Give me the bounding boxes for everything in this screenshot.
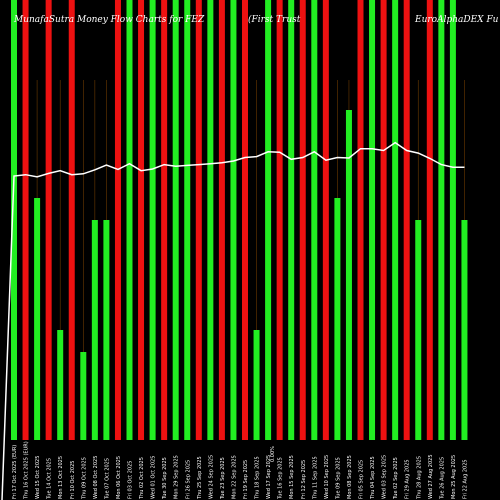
chart-bar [68, 0, 75, 440]
title-part-1: MunafaSutra Money Flow Charts for FEZ [13, 15, 205, 25]
chart-bar [299, 0, 306, 440]
x-tick-label: Fri 19 Sep 2025 [243, 460, 249, 499]
chart-bar [230, 0, 237, 440]
x-tick-label: Tue 09 Sep 2025 [335, 457, 341, 500]
chart-bar [184, 0, 191, 440]
chart-bar [57, 330, 64, 440]
chart-bar [380, 0, 387, 440]
chart-bar [218, 0, 225, 440]
x-tick-label: Tue 07 Oct 2025 [104, 458, 110, 500]
x-tick-label: Mon 25 Aug 2025 [451, 455, 457, 499]
chart-bar [461, 220, 468, 440]
x-tick-label: Mon 15 Sep 2025 [289, 455, 295, 499]
x-tick-label: Thu 11 Sep 2025 [312, 456, 318, 500]
x-tick-label: Thu 25 Sep 2025 [197, 456, 203, 500]
x-tick-label: Thu 28 Aug 2025 [416, 456, 422, 500]
x-tick-label: Fri 29 Aug 2025 [405, 459, 411, 499]
chart-bar [369, 0, 376, 440]
x-tick-label: Tue 14 Oct 2025 [47, 458, 53, 500]
x-tick-label: Wed 10 Sep 2025 [324, 455, 330, 499]
x-tick-label: Fri 05 Sep 2025 [359, 460, 365, 499]
x-tick-label: Fri 17 Oct 2025 (EUR) [12, 445, 18, 499]
bar-series [11, 0, 468, 440]
chart-bar [80, 352, 87, 440]
chart-title: MunafaSutra Money Flow Charts for FEZ (F… [13, 14, 499, 25]
x-tick-label: Wed 03 Sep 2025 [382, 455, 388, 499]
x-tick-label: Mon 22 Sep 2025 [232, 455, 238, 499]
chart-bar [45, 0, 52, 440]
chart-bar [334, 198, 341, 440]
chart-bar [392, 0, 399, 440]
chart-bar [195, 0, 202, 440]
title-part-3: EuroAlphaDEX Fu [414, 15, 499, 25]
x-tick-label: Wed 01 Oct 2025 [151, 456, 157, 499]
chart-bar [311, 0, 318, 440]
x-tick-label: Wed 08 Oct 2025 [93, 456, 99, 499]
money-flow-line [1, 141, 465, 500]
chart-bar [161, 0, 168, 440]
chart-bar [357, 0, 364, 440]
x-tick-label: Tue 02 Sep 2025 [393, 457, 399, 500]
chart-bar [149, 0, 156, 440]
x-tick-label: Tue 26 Aug 2025 [439, 457, 445, 500]
chart-bar [22, 0, 29, 440]
chart-bar [322, 0, 329, 440]
chart-bar [207, 0, 214, 440]
x-tick-label: Fri 26 Sep 2025 [185, 460, 191, 499]
chart-bar [34, 198, 41, 440]
x-tick-label: Wed 15 Oct 2025 [35, 456, 41, 499]
x-tick-label: Wed 24 Sep 2025 [208, 455, 214, 499]
chart-bar [403, 0, 410, 440]
x-tick-label: Tue 30 Sep 2025 [162, 457, 168, 500]
x-tick-label: Fri 22 Aug 2025 [463, 459, 469, 499]
chart-bar [114, 0, 121, 440]
chart-bar [11, 0, 17, 440]
chart-bar [253, 330, 260, 440]
chart-bar [345, 110, 352, 440]
x-tick-label: Wed 27 Aug 2025 [428, 454, 434, 499]
chart-bar [438, 0, 445, 440]
chart-bar [449, 0, 456, 440]
x-tick-label: Mon 08 Sep 2025 [347, 455, 353, 499]
x-tick-label: Thu 16 Oct 2025 (EUR) [24, 441, 30, 500]
chart-bar [242, 0, 248, 440]
x-tick-labels: Fri 17 Oct 2025 (EUR) Thu 16 Oct 2025 (EU… [12, 441, 469, 500]
x-tick-label: Wed 17 Sep 2025 [266, 455, 272, 499]
x-tick-label: Thu 02 Oct 2025 [139, 457, 145, 500]
chart-bar [276, 0, 283, 440]
x-tick-label: Fri 03 Oct 2025 [128, 461, 134, 499]
x-tick-label: Mon 13 Oct 2025 [58, 456, 64, 499]
center-percent-label: 0.00% [270, 446, 276, 462]
chart-bar [288, 0, 295, 440]
chart-bar [426, 0, 433, 440]
title-part-2: (First Trust [248, 14, 301, 25]
x-tick-label: Thu 18 Sep 2025 [255, 456, 261, 500]
x-tick-label: Tue 23 Sep 2025 [220, 457, 226, 500]
x-tick-label: Fri 12 Sep 2025 [301, 460, 307, 499]
chart-bar [415, 220, 422, 440]
chart-bar [138, 0, 145, 440]
x-tick-label: Mon 06 Oct 2025 [116, 456, 122, 499]
x-tick-label: Fri 10 Oct 2025 [70, 461, 76, 499]
x-tick-label: Mon 29 Sep 2025 [174, 455, 180, 499]
chart-bar [172, 0, 179, 440]
chart-bar [265, 0, 272, 440]
x-tick-label: Thu 09 Oct 2025 [81, 457, 87, 500]
chart-bar [126, 0, 133, 440]
x-tick-label: Tue 16 Sep 2025 [278, 457, 284, 500]
chart-bar [91, 220, 98, 440]
x-tick-label: Thu 04 Sep 2025 [370, 456, 376, 500]
chart-bar [103, 220, 110, 440]
